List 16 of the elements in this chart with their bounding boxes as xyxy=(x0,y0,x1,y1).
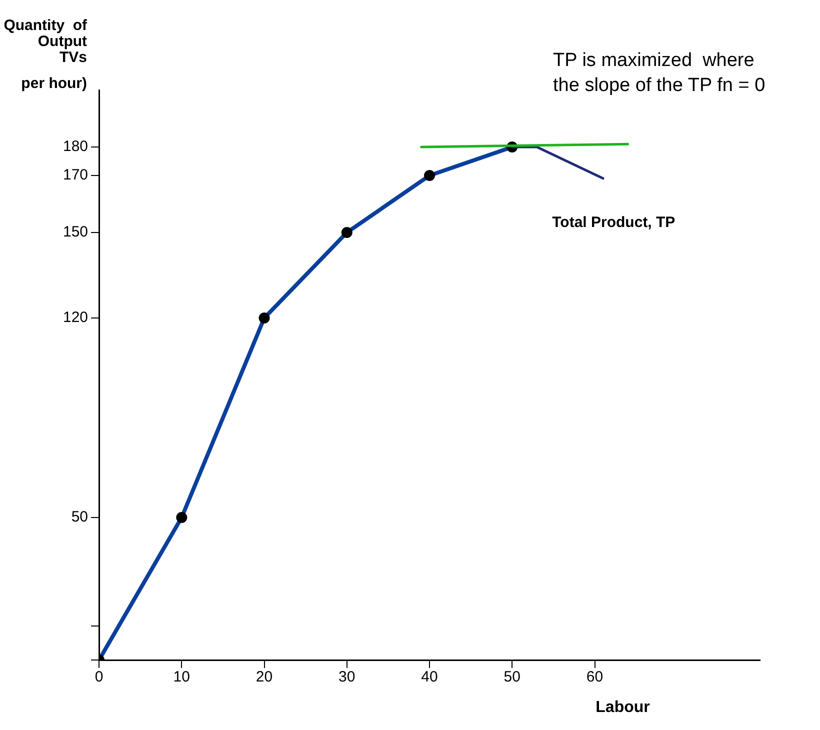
x-tick-label: 10 xyxy=(173,668,190,686)
y-axis-title: Quantity of Output TVs per hour) xyxy=(4,17,88,92)
x-tick-label: 60 xyxy=(586,668,604,686)
x-axis-title: Labour xyxy=(596,699,650,716)
y-tick-label: 50 xyxy=(71,508,88,526)
y-tick-label: 180 xyxy=(62,138,88,156)
annotation: TP is maximized where the slope of the TP fn = 0 xyxy=(553,50,766,96)
y-tick-label: 150 xyxy=(62,224,88,241)
text: Total Product, TP xyxy=(552,214,676,231)
y-tick-label: 120 xyxy=(62,309,88,326)
x-tick-label: 30 xyxy=(338,668,356,686)
x-tick-label: 40 xyxy=(421,668,438,686)
y-tick-label: 170 xyxy=(62,166,88,184)
x-tick-label: 0 xyxy=(94,668,104,686)
x-tick-label: 20 xyxy=(256,668,273,686)
x-tick-label: 50 xyxy=(504,668,520,686)
